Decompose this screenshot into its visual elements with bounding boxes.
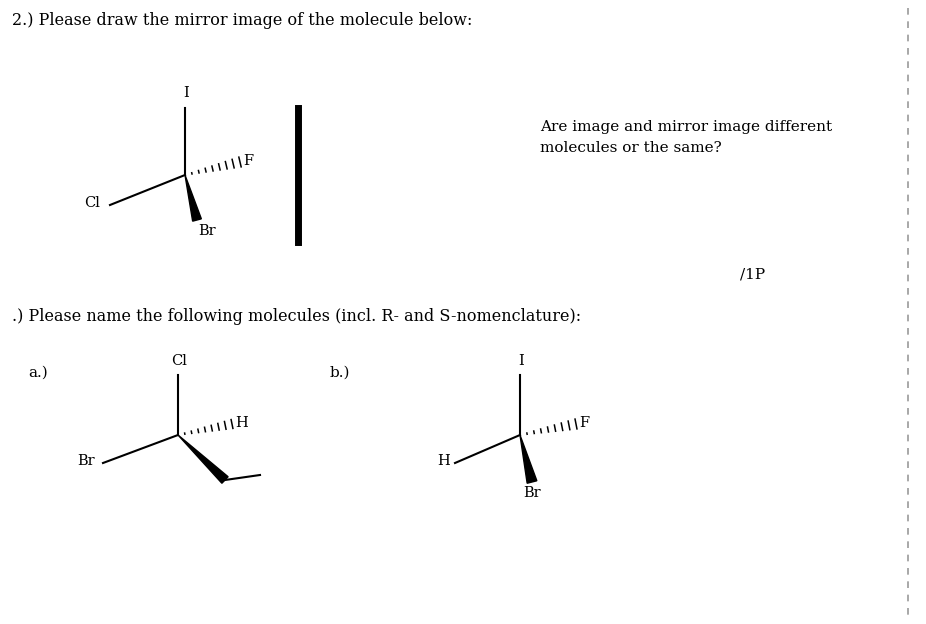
Text: Br: Br	[78, 454, 95, 468]
Text: Are image and mirror image different
molecules or the same?: Are image and mirror image different mol…	[540, 120, 832, 155]
Text: .) Please name the following molecules (incl. R- and S-nomenclature):: .) Please name the following molecules (…	[12, 308, 582, 325]
Text: 2.) Please draw the mirror image of the molecule below:: 2.) Please draw the mirror image of the …	[12, 12, 472, 29]
Text: /1P: /1P	[740, 268, 765, 282]
Text: Cl: Cl	[171, 354, 187, 368]
Text: I: I	[519, 354, 524, 368]
Text: a.): a.)	[28, 366, 48, 380]
Text: H: H	[235, 416, 248, 430]
Text: Br: Br	[198, 224, 216, 238]
Text: I: I	[183, 86, 189, 100]
Text: H: H	[437, 454, 450, 468]
Text: F: F	[243, 154, 253, 168]
Polygon shape	[178, 435, 228, 483]
Text: F: F	[579, 416, 589, 430]
Text: b.): b.)	[330, 366, 351, 380]
Text: Br: Br	[523, 486, 541, 500]
Text: Cl: Cl	[84, 196, 100, 210]
Polygon shape	[185, 175, 201, 221]
Polygon shape	[520, 435, 537, 483]
